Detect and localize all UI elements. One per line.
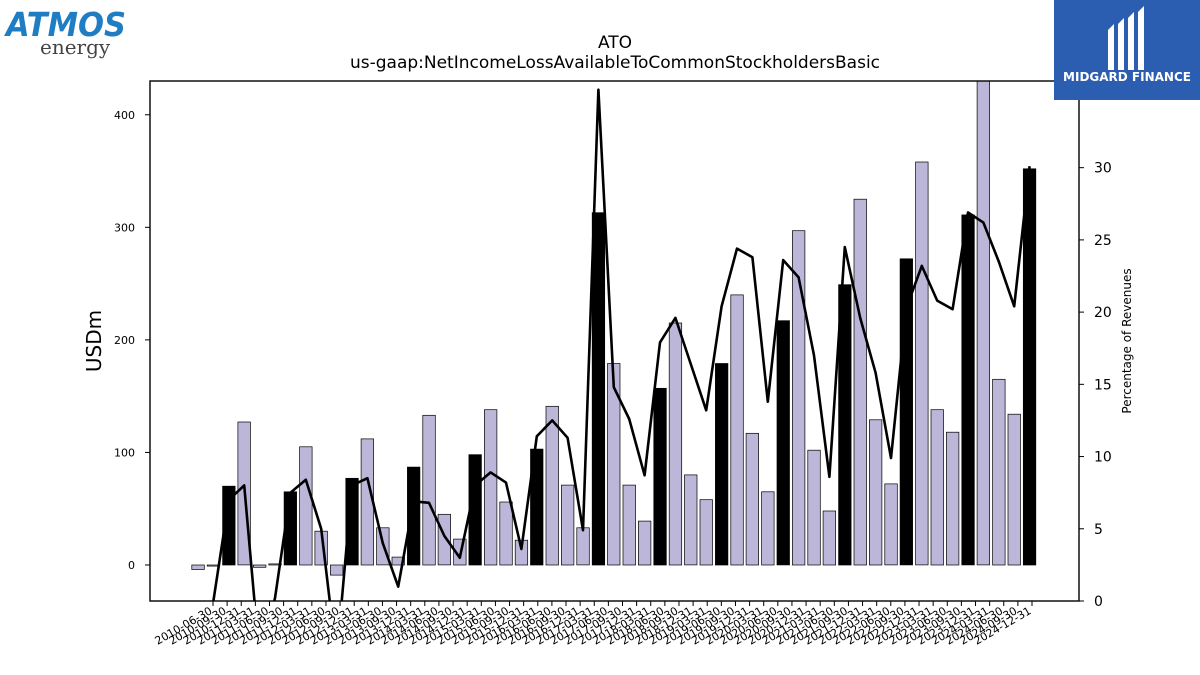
bar-2015-06-30 <box>499 501 513 566</box>
bar-2018-06-30 <box>684 474 698 566</box>
bar-2015-12-31 <box>530 448 544 566</box>
y2-axis-label: Percentage of Revenues <box>1120 268 1134 413</box>
bar-2019-06-30 <box>745 432 759 566</box>
bar-2015-03-31 <box>484 409 498 566</box>
bar-2018-03-31 <box>668 322 683 566</box>
bar-2011-06-30 <box>253 564 267 568</box>
y-axis-right: 0 5 10 15 20 25 30 <box>1079 161 1112 610</box>
y2-tick-label-5: 5 <box>1094 522 1103 538</box>
bar-2012-12-31 <box>345 477 359 566</box>
bar-2012-09-30 <box>330 564 344 576</box>
midgard-mark-icon <box>1108 6 1144 70</box>
atmos-energy-logo: ATMOS energy <box>4 5 126 59</box>
bar-2011-09-30 <box>268 563 282 566</box>
bar-2020-12-31 <box>838 284 852 566</box>
bar-series <box>191 81 1037 576</box>
y2-tick-label-0: 0 <box>1094 594 1103 610</box>
bar-2023-03-31 <box>976 81 990 566</box>
y-tick-label-200: 200 <box>114 334 135 347</box>
bar-2013-12-31 <box>407 466 421 566</box>
y2-tick-label-10: 10 <box>1094 450 1112 466</box>
y-axis-label: USDm <box>82 310 106 372</box>
bar-2022-03-31 <box>915 161 929 566</box>
bar-2023-06-30 <box>992 378 1006 566</box>
y-tick-label-400: 400 <box>114 109 135 122</box>
bar-2020-09-30 <box>822 510 836 566</box>
bar-2016-12-31 <box>591 212 606 566</box>
bar-2016-09-30 <box>576 527 590 566</box>
bar-2017-12-31 <box>653 387 667 566</box>
bar-2018-12-31 <box>715 363 729 566</box>
bar-2013-09-30 <box>391 556 405 566</box>
bar-2023-09-30 <box>1007 413 1021 566</box>
bar-2019-03-31 <box>730 294 744 566</box>
bar-2021-06-30 <box>869 419 883 566</box>
bar-2022-06-30 <box>930 409 944 566</box>
bar-2019-09-30 <box>761 491 775 566</box>
y2-tick-label-20: 20 <box>1094 305 1112 321</box>
bar-2022-12-31 <box>961 214 975 566</box>
y-axis-left: 0 100 200 300 400 <box>114 109 150 572</box>
bar-2022-09-30 <box>946 431 960 566</box>
logo-atmos-text: ATMOS <box>4 5 126 44</box>
y2-tick-label-15: 15 <box>1094 377 1112 393</box>
bar-2014-06-30 <box>437 513 451 566</box>
chart-title: ATO <box>598 33 632 53</box>
y-tick-label-100: 100 <box>114 446 135 459</box>
logo-energy-text: energy <box>40 35 111 59</box>
y2-tick-label-30: 30 <box>1094 161 1112 177</box>
bar-2010-12-31 <box>222 485 236 566</box>
bar-2017-09-30 <box>638 520 652 566</box>
bar-2010-06-30 <box>191 564 205 570</box>
x-axis: 2010-06-302010-09-302010-12-312011-03-31… <box>153 601 1034 648</box>
pct-revenues-line <box>212 88 1031 601</box>
y-tick-label-0: 0 <box>128 559 135 572</box>
bar-2014-03-31 <box>422 414 436 566</box>
bar-2016-06-30 <box>561 484 575 566</box>
plot-frame <box>149 80 1080 602</box>
bar-2018-09-30 <box>699 499 713 566</box>
bar-2012-03-31 <box>299 446 313 566</box>
midgard-finance-logo: MIDGARD FINANCE <box>1054 0 1200 100</box>
y2-tick-label-25: 25 <box>1094 233 1112 249</box>
chart-subtitle: us-gaap:NetIncomeLossAvailableToCommonSt… <box>350 53 880 73</box>
y-tick-label-300: 300 <box>114 221 135 234</box>
bar-2020-03-31 <box>792 230 806 566</box>
pct-revenues-series <box>212 88 1031 601</box>
bar-2017-06-30 <box>622 484 636 566</box>
bar-2020-06-30 <box>807 449 821 566</box>
bar-2021-09-30 <box>884 483 898 566</box>
logo-midgard-text: MIDGARD FINANCE <box>1063 70 1191 84</box>
bar-2019-12-31 <box>776 320 790 566</box>
bar-2023-12-31 <box>1022 168 1037 566</box>
bar-2016-03-31 <box>545 405 559 566</box>
bar-2021-03-31 <box>853 198 867 566</box>
